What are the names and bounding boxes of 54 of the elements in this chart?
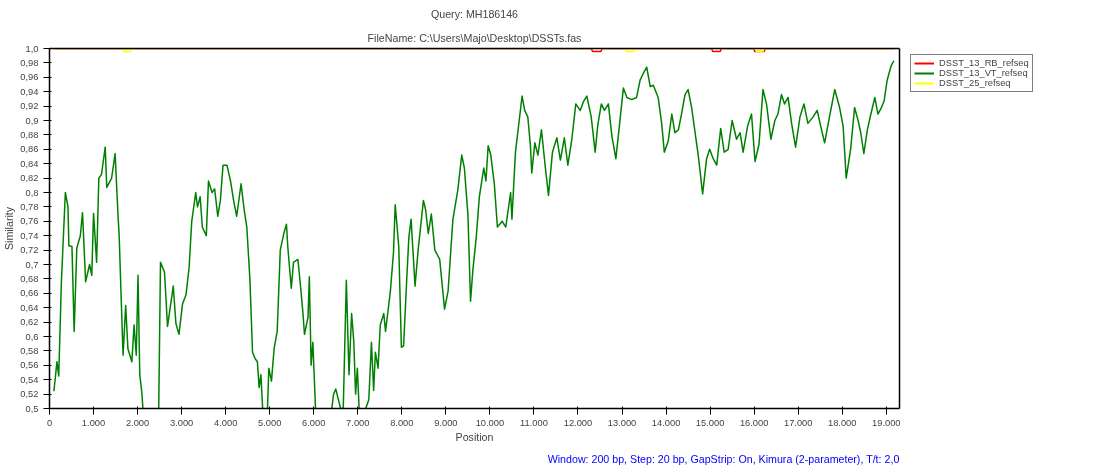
y-tick-label: 0,5 bbox=[25, 403, 39, 414]
y-tick-label: 0,64 bbox=[20, 302, 39, 313]
y-tick-label: 0,98 bbox=[20, 57, 39, 68]
x-tick-label: 5.000 bbox=[258, 417, 282, 428]
y-tick-label: 0,56 bbox=[20, 360, 39, 371]
y-tick-label: 0,8 bbox=[25, 187, 39, 198]
text: Window: 200 bp, Step: 20 bp, GapStrip: On, Kimura (2-parameter), T/t: 2,0 bbox=[547, 452, 900, 465]
y-tick-label: 0,7 bbox=[25, 259, 39, 270]
x-tick-label: 13.000 bbox=[607, 417, 637, 428]
y-tick-label: 0,88 bbox=[20, 129, 39, 140]
y-axis-title: Similarity bbox=[3, 206, 16, 251]
legend-label: DSST_13_RB_refseq bbox=[939, 58, 1029, 68]
x-tick-label: 14.000 bbox=[651, 417, 681, 428]
y-tick-label: 0,94 bbox=[20, 86, 39, 97]
y-tick-label: 0,72 bbox=[20, 245, 39, 256]
y-tick-label: 0,58 bbox=[20, 345, 39, 356]
x-tick-label: 7.000 bbox=[346, 417, 370, 428]
y-tick-label: 0,92 bbox=[20, 101, 39, 112]
x-tick-label: 4.000 bbox=[213, 417, 238, 428]
x-tick-label: 0 bbox=[46, 417, 53, 428]
y-tick-label: 0,74 bbox=[20, 230, 39, 241]
x-tick-label: 16.000 bbox=[739, 417, 769, 428]
chart-subtitle: FileName: C:\Users\Majo\Desktop\DSSTs.fas bbox=[367, 31, 582, 44]
x-tick-label: 2.000 bbox=[125, 417, 150, 428]
x-tick-label: 17.000 bbox=[783, 417, 813, 428]
y-tick-label: 0,78 bbox=[20, 201, 39, 212]
y-tick-label: 0,6 bbox=[25, 331, 39, 342]
x-axis-title: Position bbox=[455, 430, 494, 443]
x-tick-label: 6.000 bbox=[302, 417, 326, 428]
x-tick-label: 12.000 bbox=[563, 417, 593, 428]
x-tick-label: 11.000 bbox=[520, 417, 548, 428]
legend-label: DSST_13_VT_refseq bbox=[939, 68, 1028, 78]
y-tick-label: 0,84 bbox=[20, 158, 39, 169]
chart-title: Query: MH186146 bbox=[430, 7, 519, 20]
y-tick-label: 0,66 bbox=[20, 288, 39, 299]
x-tick-label: 9.000 bbox=[434, 417, 458, 428]
y-tick-label: 0,82 bbox=[20, 173, 39, 184]
x-tick-label: 18.000 bbox=[827, 417, 857, 428]
y-tick-label: 0,9 bbox=[25, 115, 39, 126]
y-tick-label: 0,52 bbox=[20, 389, 39, 400]
y-tick-label: 0,54 bbox=[20, 374, 39, 385]
y-tick-label: 1,0 bbox=[25, 43, 39, 54]
y-tick-label: 0,96 bbox=[20, 72, 39, 83]
x-tick-label: 3.000 bbox=[169, 417, 194, 428]
y-tick-label: 0,68 bbox=[20, 273, 39, 284]
x-tick-label: 19.000 bbox=[872, 417, 901, 428]
legend-label: DSST_25_refseq bbox=[939, 78, 1011, 88]
x-tick-label: 1.000 bbox=[81, 417, 106, 428]
x-tick-label: 15.000 bbox=[695, 417, 725, 428]
y-tick-label: 0,62 bbox=[20, 317, 39, 328]
y-tick-label: 0,86 bbox=[20, 144, 39, 155]
x-tick-label: 8.000 bbox=[390, 417, 414, 428]
x-tick-label: 10.000 bbox=[475, 417, 505, 428]
y-tick-label: 0,76 bbox=[20, 216, 39, 227]
